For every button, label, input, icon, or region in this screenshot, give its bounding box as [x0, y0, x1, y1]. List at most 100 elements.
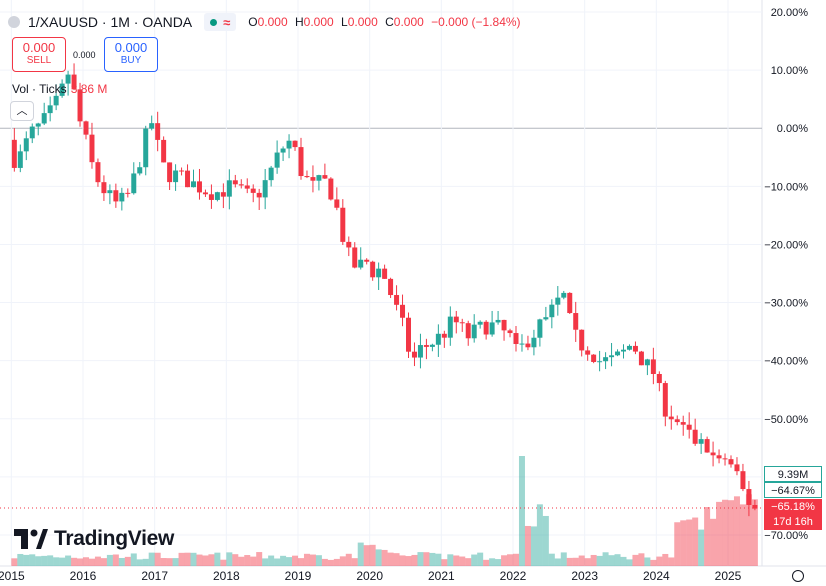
candle-body [728, 459, 734, 465]
volume-bar [441, 559, 448, 566]
volume-bar [393, 553, 400, 566]
volume-bar [465, 558, 472, 566]
volume-bar [650, 559, 657, 566]
candle-body [656, 373, 662, 384]
volume-bar [303, 553, 310, 566]
volume-bar [447, 554, 454, 566]
sell-button[interactable]: 0.000 SELL [12, 37, 66, 72]
candle-body [603, 357, 609, 362]
candle-body [286, 140, 292, 149]
volume-bar [572, 557, 579, 566]
volume-bar [166, 558, 173, 566]
candle-body [35, 123, 41, 127]
volume-bar [686, 519, 693, 566]
volume-bar [345, 553, 352, 566]
candle-body [471, 324, 477, 339]
candle-body [615, 351, 621, 356]
candle-body [167, 162, 173, 183]
volume-bar [148, 552, 155, 566]
candle-body [668, 416, 674, 420]
candle-body [465, 323, 471, 339]
ohlc-close-key: C [385, 15, 394, 29]
candle-body [573, 313, 579, 330]
candle-body [262, 180, 268, 198]
volume-bar [560, 552, 567, 566]
ohlc-open-key: O [248, 15, 258, 29]
ohlc-values: O0.000 H0.000 L0.000 C0.000 −0.000 (−1.8… [248, 15, 524, 29]
volume-bar [142, 558, 149, 566]
y-tick-label: −40.00% [764, 356, 808, 368]
candle-body [704, 439, 710, 453]
tradingview-logo[interactable]: TradingView [14, 527, 174, 551]
volume-bar [130, 553, 137, 566]
volume-bar [710, 518, 717, 566]
info-icon[interactable] [8, 16, 20, 28]
volume-bar [375, 549, 382, 566]
candle-body [752, 504, 758, 509]
candle-body [274, 152, 280, 168]
volume-bar [578, 555, 585, 566]
candle-body [125, 192, 131, 194]
candle-body [256, 192, 262, 198]
candle-body [196, 181, 202, 193]
volume-bar [17, 553, 24, 566]
volume-bar [160, 558, 167, 566]
candle-body [382, 268, 388, 279]
candle-body [59, 83, 65, 96]
volume-bar [423, 552, 430, 566]
market-status-badge[interactable]: ≈ [204, 13, 237, 31]
candle-body [621, 349, 626, 352]
volume-bar [542, 515, 549, 566]
volume-bar [190, 552, 197, 566]
candle-body [411, 351, 417, 358]
volume-bar [83, 557, 89, 566]
bar-countdown-badge: 17d 16h [764, 514, 822, 530]
volume-bar [722, 499, 729, 566]
candle-body [328, 178, 334, 200]
candle-body [53, 95, 59, 106]
volume-bar [298, 558, 304, 566]
volume-bar [250, 556, 257, 566]
volume-bar [596, 555, 603, 566]
candle-body [447, 316, 453, 338]
candle-body [423, 345, 429, 347]
candle-body [185, 170, 191, 188]
buy-button[interactable]: 0.000 BUY [104, 37, 158, 72]
volume-bar [244, 555, 251, 566]
volume-bar [202, 555, 209, 566]
candle-body [220, 192, 226, 197]
volume-bar [632, 554, 639, 566]
volume-bar [208, 554, 215, 566]
settings-icon[interactable] [792, 570, 804, 582]
volume-bar [268, 555, 275, 566]
volume-bar [554, 558, 561, 566]
candle-body [131, 173, 137, 194]
volume-bar [77, 558, 84, 566]
candle-body [740, 471, 746, 490]
volume-bar [23, 554, 30, 566]
y-tick-label: 0.00% [777, 123, 808, 135]
volume-bar [495, 559, 502, 566]
volume-bar [100, 558, 107, 566]
candle-body [226, 180, 232, 197]
candle-body [555, 297, 561, 305]
collapse-legend-button[interactable]: ︿ [10, 101, 34, 121]
volume-bar [435, 553, 442, 566]
volume-bar [692, 517, 699, 566]
volume-bar [513, 553, 519, 566]
candle-body [429, 344, 435, 347]
volume-bar [477, 552, 484, 566]
volume-bar [728, 500, 734, 566]
volume-legend[interactable]: Vol · Ticks 3.86 M [12, 82, 107, 96]
candle-body [531, 337, 537, 348]
candle-body [483, 321, 489, 335]
volume-bar [238, 556, 245, 566]
symbol-info[interactable]: 1/XAUUSD · 1M · OANDA [28, 14, 193, 30]
chart-legend: 1/XAUUSD · 1M · OANDA ≈ O0.000 H0.000 L0… [8, 12, 525, 32]
y-tick-label: 20.00% [771, 7, 809, 19]
ohlc-high-value: 0.000 [303, 15, 334, 29]
candle-body [638, 351, 644, 366]
volume-bar [220, 559, 227, 566]
candle-body [101, 182, 107, 194]
